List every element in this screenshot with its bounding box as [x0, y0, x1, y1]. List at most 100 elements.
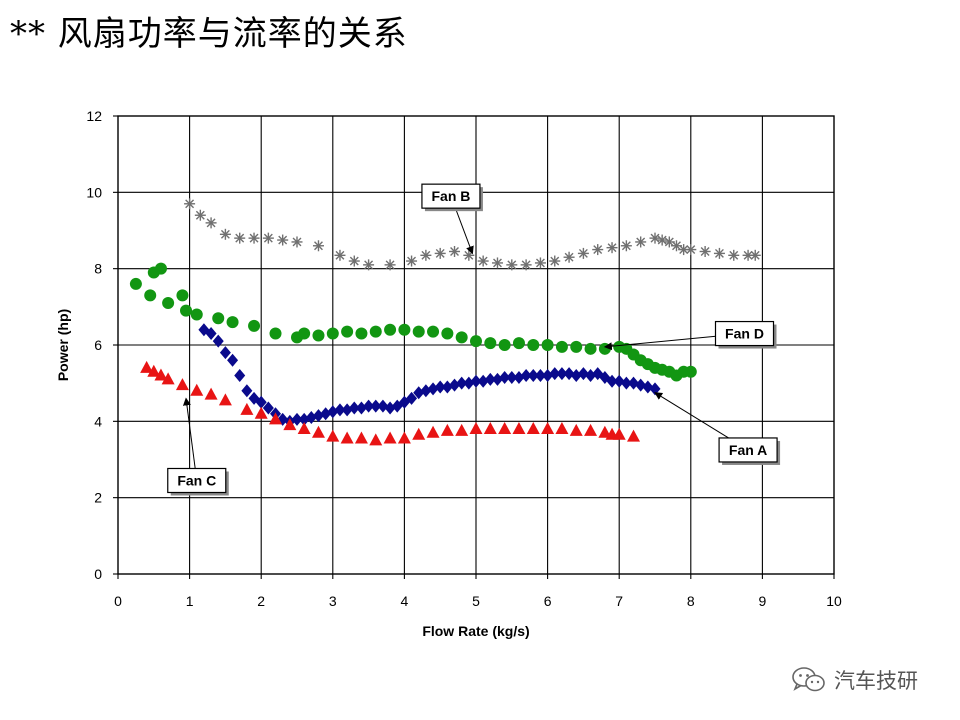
fan-a-point [341, 403, 353, 417]
fan-a-point [241, 384, 253, 398]
fan-b-point [563, 251, 575, 263]
fan-d-point [298, 327, 311, 340]
watermark-text: 汽车技研 [834, 669, 918, 693]
fan-a-point [542, 369, 554, 383]
x-tick-label: 6 [544, 593, 552, 609]
fan-c-point [426, 425, 440, 438]
fan-c-point [297, 421, 311, 434]
fan-d-point [226, 316, 239, 329]
fan-c-point [283, 418, 297, 431]
fan-a-point [606, 374, 618, 388]
fan-c-point [569, 423, 583, 436]
y-tick-label: 0 [94, 566, 102, 582]
fan-b-point [219, 228, 231, 240]
fan-c-point [469, 421, 483, 434]
fan-a-point [628, 376, 640, 390]
fan-a-point [642, 380, 654, 394]
x-tick-label: 10 [826, 593, 842, 609]
fan-d-point [598, 342, 611, 355]
x-tick-label: 1 [186, 593, 194, 609]
fan-d-point [555, 340, 568, 353]
fan-a-point [370, 399, 382, 413]
fan-a-point [420, 384, 432, 398]
fan-c-point [526, 421, 540, 434]
fan-b-point [534, 257, 546, 269]
fan-c-point [584, 423, 598, 436]
fan-d-point [162, 297, 175, 310]
fan-a-point [205, 327, 217, 341]
fan-c-callout-box [167, 467, 227, 494]
fan-b-point [234, 232, 246, 244]
fan-c-point [354, 431, 368, 444]
fan-c-point [161, 372, 175, 385]
fan-b-point [592, 244, 604, 256]
fan-a-point [327, 405, 339, 419]
fan-a-point [556, 367, 568, 381]
fan-c-point [598, 425, 612, 438]
fan-d-point [129, 277, 142, 290]
fan-c-point [541, 421, 555, 434]
fan-d-point [144, 289, 157, 302]
fan-b-point [685, 244, 697, 256]
fan-c-point [412, 427, 426, 440]
fan-d-point [684, 365, 697, 378]
watermark: 汽车技研 [790, 660, 918, 700]
fan-a-point [534, 369, 546, 383]
fan-b-point [520, 259, 532, 271]
y-axis-title: Power (hp) [55, 309, 71, 381]
x-tick-label: 0 [114, 593, 122, 609]
fan-a-point [506, 370, 518, 384]
fan-d-point [176, 289, 189, 302]
x-axis-title: Flow Rate (kg/s) [422, 623, 529, 639]
fan-d-callout-label: Fan D [725, 326, 764, 342]
fan-b-point [363, 259, 375, 271]
x-tick-label: 8 [687, 593, 695, 609]
fan-a-point [255, 395, 267, 409]
fan-d-point [441, 327, 454, 340]
fan-b-point [506, 259, 518, 271]
fan-a-point [449, 378, 461, 392]
y-tick-label: 12 [86, 108, 102, 124]
fan-a-callout-box [718, 437, 778, 463]
fan-b-point [491, 257, 503, 269]
fan-b-point [277, 234, 289, 246]
fan-d-point [570, 340, 583, 353]
fan-d-point [584, 342, 597, 355]
fan-b-callout-box [421, 183, 481, 209]
fan-c-point [455, 423, 469, 436]
fan-a-point [377, 399, 389, 413]
fan-d-point [269, 327, 282, 340]
fan-a-callout-label: Fan A [729, 442, 767, 458]
fan-c-point [440, 423, 454, 436]
fan-b-callout-label: Fan B [431, 188, 470, 204]
fan-a-point [320, 407, 332, 421]
fan-a-point [520, 369, 532, 383]
x-tick-label: 4 [401, 593, 409, 609]
fan-c-point [254, 406, 268, 419]
fan-a-point [363, 399, 375, 413]
fan-c-callout-arrow [182, 397, 198, 481]
fan-a-point [585, 369, 597, 383]
fan-a-point [384, 401, 396, 415]
fan-c-point [383, 431, 397, 444]
fan-a-point [570, 369, 582, 383]
fan-a-point [291, 412, 303, 426]
fan-a-point [491, 372, 503, 386]
y-tick-label: 10 [86, 184, 102, 200]
fan-d-point [355, 327, 368, 340]
fan-d-point [512, 337, 525, 350]
fan-d-callout-box [714, 320, 775, 347]
fan-c-point [218, 393, 232, 406]
fan-d-point [527, 339, 540, 351]
wechat-icon [792, 667, 825, 692]
fan-d-point [326, 327, 339, 340]
fan-a-point [219, 346, 231, 360]
fan-d-point [484, 337, 497, 350]
fan-b-point [434, 247, 446, 259]
fan-d-point [398, 323, 411, 336]
fan-b-point [184, 198, 196, 210]
fan-c-point [512, 421, 526, 434]
fan-a-point [635, 378, 647, 392]
fan-d-point [369, 325, 382, 338]
fan-b-point [248, 232, 260, 244]
